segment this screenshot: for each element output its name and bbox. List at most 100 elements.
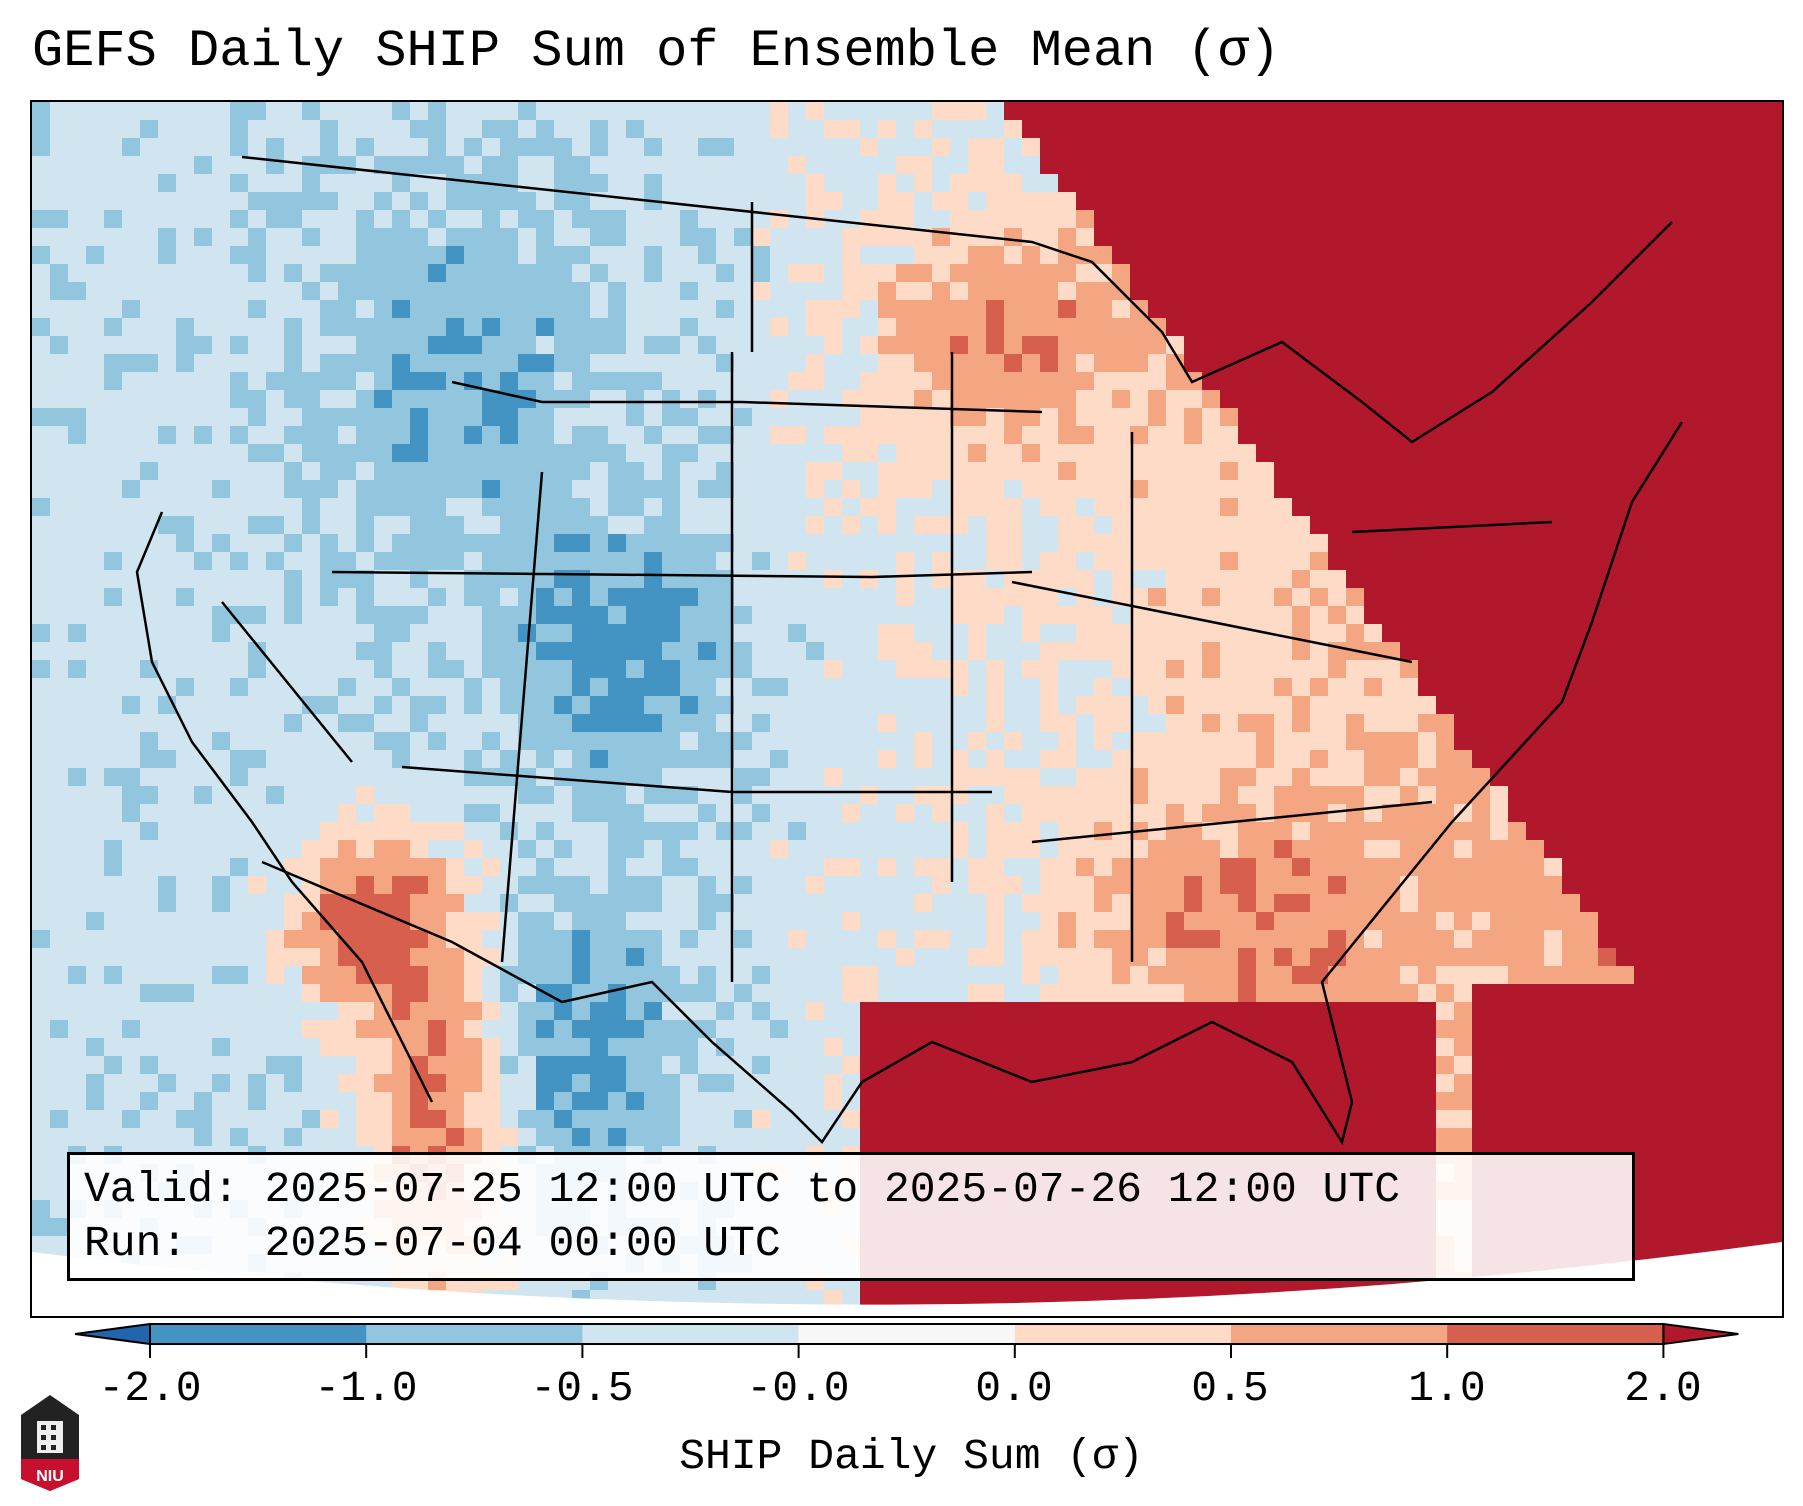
map-cell	[734, 768, 753, 787]
map-cell	[1778, 750, 1782, 769]
map-cell	[1094, 786, 1113, 805]
map-cell	[1472, 300, 1491, 319]
map-cell	[1130, 480, 1149, 499]
map-cell	[32, 948, 51, 967]
map-cell	[1238, 534, 1257, 553]
map-cell	[1652, 516, 1671, 535]
map-cell	[698, 138, 717, 157]
map-cell	[698, 678, 717, 697]
map-cell	[1382, 966, 1401, 985]
map-cell	[1598, 390, 1617, 409]
map-cell	[1256, 228, 1275, 247]
map-cell	[788, 948, 807, 967]
map-cell	[1328, 120, 1347, 139]
map-cell	[1202, 444, 1221, 463]
map-cell	[1580, 300, 1599, 319]
map-cell	[1418, 408, 1437, 427]
map-cell	[140, 804, 159, 823]
map-cell	[1436, 552, 1455, 571]
map-cell	[590, 1002, 609, 1021]
map-cell	[212, 840, 231, 859]
map-cell	[1184, 462, 1203, 481]
map-cell	[806, 138, 825, 157]
map-cell	[284, 930, 303, 949]
map-cell	[32, 570, 51, 589]
map-cell	[1094, 660, 1113, 679]
map-cell	[914, 480, 933, 499]
map-cell	[1418, 462, 1437, 481]
map-cell	[1706, 138, 1725, 157]
map-cell	[446, 264, 465, 283]
map-cell	[1310, 894, 1329, 913]
map-cell	[518, 840, 537, 859]
map-cell	[230, 372, 249, 391]
map-cell	[392, 372, 411, 391]
map-cell	[770, 624, 789, 643]
map-cell	[158, 408, 177, 427]
map-cell	[338, 768, 357, 787]
map-cell	[572, 210, 591, 229]
map-cell	[716, 732, 735, 751]
map-cell	[896, 750, 915, 769]
map-cell	[1724, 210, 1743, 229]
map-cell	[266, 984, 285, 1003]
map-cell	[1598, 1002, 1617, 1021]
map-cell	[320, 858, 339, 877]
map-cell	[104, 408, 123, 427]
map-cell	[1184, 264, 1203, 283]
map-cell	[302, 174, 321, 193]
map-cell	[1346, 444, 1365, 463]
map-cell	[104, 480, 123, 499]
map-cell	[950, 642, 969, 661]
map-cell	[968, 624, 987, 643]
map-cell	[104, 768, 123, 787]
map-cell	[1256, 156, 1275, 175]
map-cell	[680, 930, 699, 949]
map-cell	[914, 210, 933, 229]
map-cell	[338, 498, 357, 517]
map-cell	[104, 1002, 123, 1021]
map-cell	[1688, 408, 1707, 427]
map-cell	[176, 102, 195, 121]
map-cell	[284, 300, 303, 319]
map-cell	[1472, 966, 1491, 985]
map-cell	[194, 768, 213, 787]
map-cell	[1382, 678, 1401, 697]
map-cell	[1508, 336, 1527, 355]
map-cell	[662, 336, 681, 355]
map-cell	[1040, 948, 1059, 967]
map-cell	[1022, 858, 1041, 877]
map-cell	[986, 894, 1005, 913]
map-cell	[1598, 642, 1617, 661]
map-cell	[374, 822, 393, 841]
map-cell	[1166, 426, 1185, 445]
map-cell	[482, 768, 501, 787]
map-cell	[1436, 246, 1455, 265]
map-cell	[1742, 174, 1761, 193]
map-cell	[1076, 192, 1095, 211]
map-cell	[194, 462, 213, 481]
map-cell	[968, 966, 987, 985]
map-cell	[662, 678, 681, 697]
map-cell	[1544, 444, 1563, 463]
map-cell	[968, 588, 987, 607]
map-cell	[752, 462, 771, 481]
map-cell	[1184, 444, 1203, 463]
map-cell	[1004, 138, 1023, 157]
map-cell	[608, 156, 627, 175]
map-cell	[1472, 336, 1491, 355]
map-cell	[1130, 678, 1149, 697]
map-cell	[356, 876, 375, 895]
map-cell	[878, 732, 897, 751]
map-cell	[32, 102, 51, 121]
map-cell	[896, 480, 915, 499]
map-cell	[680, 804, 699, 823]
map-cell	[1652, 336, 1671, 355]
map-cell	[104, 102, 123, 121]
map-cell	[572, 282, 591, 301]
map-cell	[824, 462, 843, 481]
map-cell	[1148, 516, 1167, 535]
map-cell	[698, 894, 717, 913]
map-cell	[158, 1002, 177, 1021]
map-cell	[356, 498, 375, 517]
